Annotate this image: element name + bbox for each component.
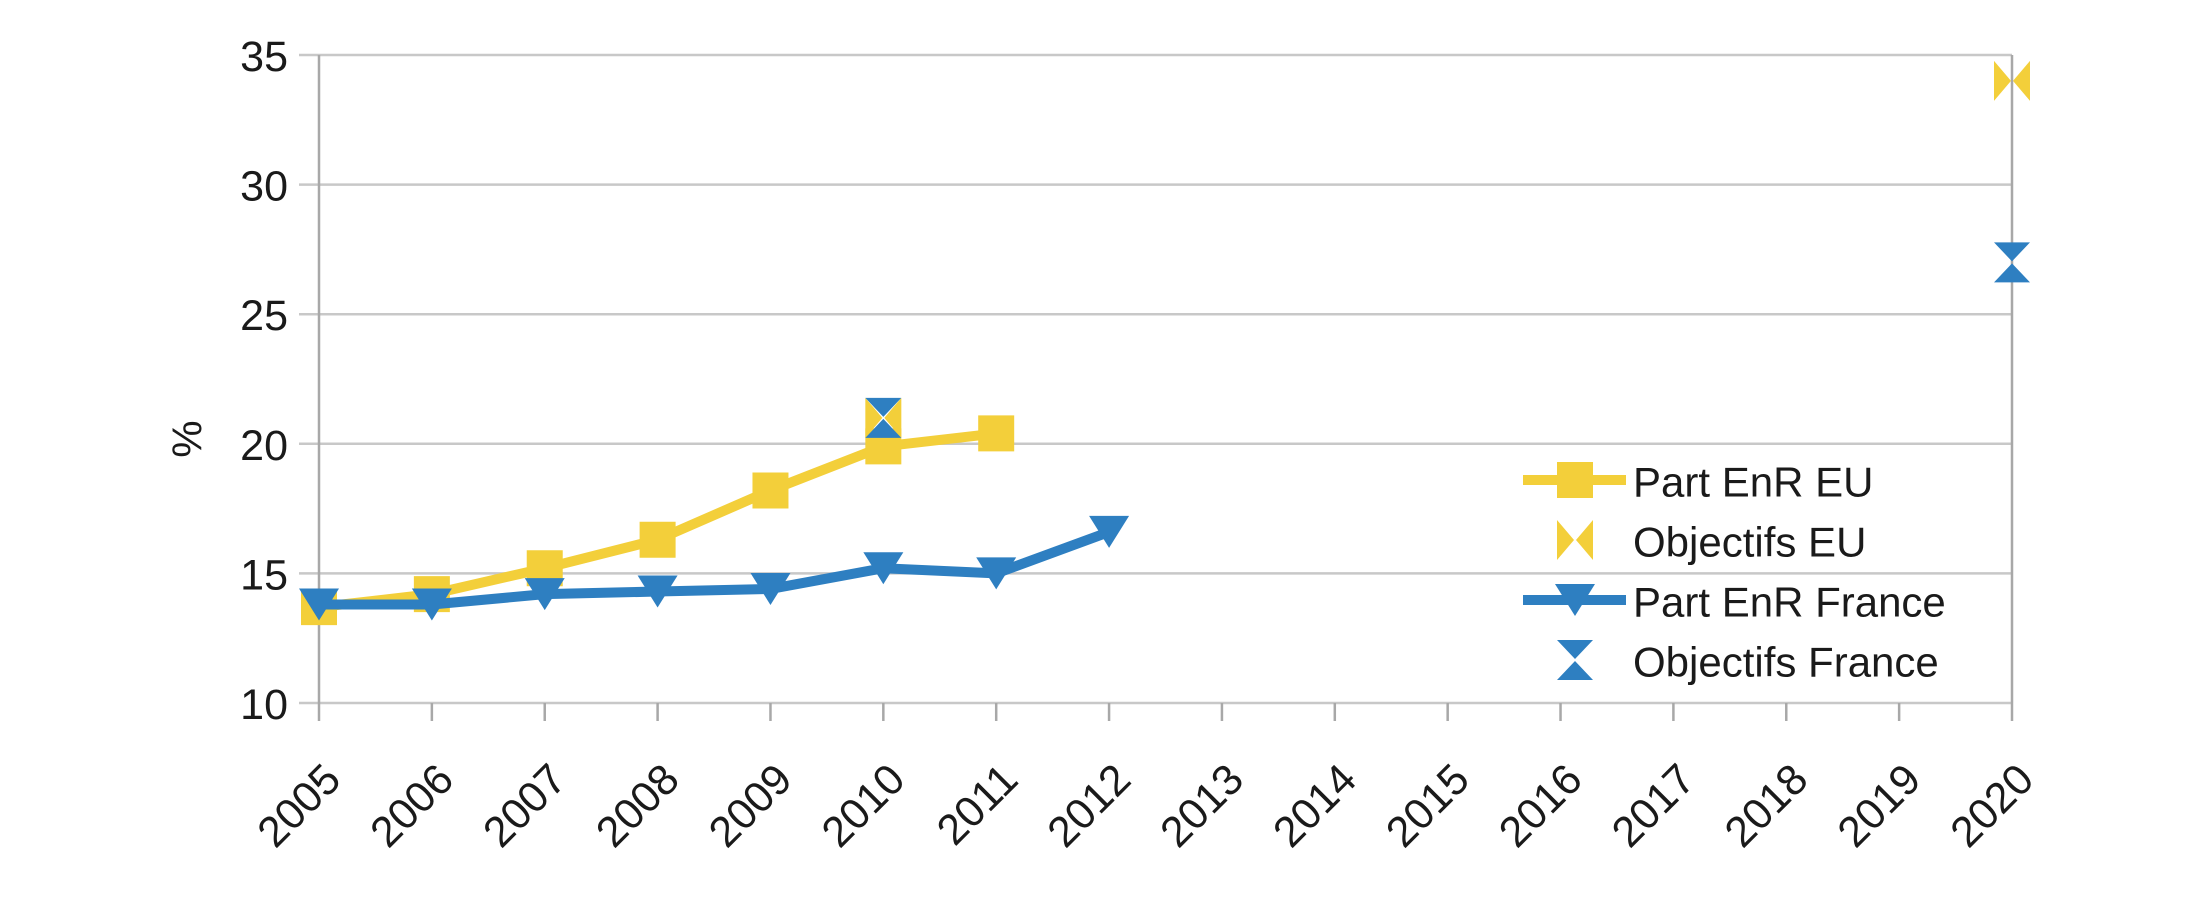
y-tick-label: 15 xyxy=(240,551,288,599)
hourglass-vertical-marker-icon xyxy=(1994,242,2030,283)
y-tick-label: 10 xyxy=(240,681,288,729)
square-marker-icon xyxy=(639,521,676,558)
x-tick-label: 2009 xyxy=(700,755,802,857)
hourglass-vertical-marker-icon xyxy=(865,397,902,438)
y-tick-label: 20 xyxy=(240,422,288,470)
x-tick-label: 2006 xyxy=(361,755,463,857)
x-tick-label: 2013 xyxy=(1151,755,1253,857)
legend-hourglass-vertical-marker-icon xyxy=(1557,640,1593,680)
x-tick-label: 2014 xyxy=(1264,755,1366,857)
triangle-down-marker-icon xyxy=(750,572,791,605)
x-tick-label: 2017 xyxy=(1603,755,1705,857)
y-axis-title: % xyxy=(164,420,211,457)
bowtie-horizontal-marker-icon xyxy=(865,397,902,438)
y-tick-label: 30 xyxy=(240,163,288,211)
legend-bowtie-horizontal-marker-icon xyxy=(1557,520,1593,560)
legend-triangle-down-marker-icon xyxy=(1555,584,1595,616)
x-tick-label: 2012 xyxy=(1039,755,1141,857)
x-tick-label: 2007 xyxy=(474,755,576,857)
legend-square-marker-icon xyxy=(1557,462,1593,498)
y-tick-label: 35 xyxy=(240,33,288,81)
x-tick-label: 2011 xyxy=(928,755,1027,854)
triangle-down-marker-icon xyxy=(637,575,678,608)
x-tick-label: 2015 xyxy=(1377,755,1479,857)
y-tick-label: 25 xyxy=(240,292,288,340)
x-tick-label: 2019 xyxy=(1829,755,1931,857)
legend-label-part-enr-france: Part EnR France xyxy=(1633,579,1946,626)
triangle-down-marker-icon xyxy=(976,557,1017,590)
x-tick-label: 2016 xyxy=(1490,755,1592,857)
square-marker-icon xyxy=(978,415,1015,452)
series-part-enr-france-line xyxy=(319,527,1111,610)
x-tick-label: 2005 xyxy=(248,755,350,857)
x-tick-label: 2020 xyxy=(1941,755,2043,857)
triangle-down-marker-icon xyxy=(524,578,565,611)
square-marker-icon xyxy=(526,550,563,587)
legend-label-objectifs-eu: Objectifs EU xyxy=(1633,519,1866,566)
x-tick-label: 2008 xyxy=(587,755,689,857)
bowtie-horizontal-marker-icon xyxy=(1994,60,2030,101)
square-marker-icon xyxy=(752,472,789,509)
x-tick-label: 2010 xyxy=(813,755,915,857)
x-tick-label: 2018 xyxy=(1716,755,1818,857)
triangle-down-marker-icon xyxy=(1089,515,1130,548)
legend-label-part-enr-eu: Part EnR EU xyxy=(1633,459,1873,506)
legend-label-objectifs-france: Objectifs France xyxy=(1633,639,1939,686)
triangle-down-marker-icon xyxy=(411,588,452,621)
triangle-down-marker-icon xyxy=(863,552,904,585)
triangle-down-marker-icon xyxy=(299,588,339,621)
